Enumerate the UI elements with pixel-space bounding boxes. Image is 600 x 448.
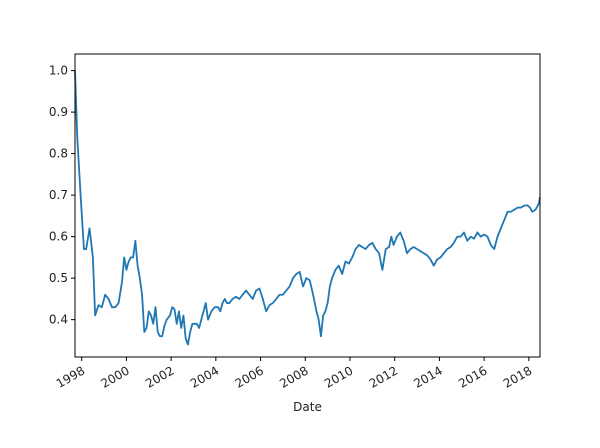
x-tick-label: 2018 xyxy=(501,363,534,390)
y-tick-label: 0.9 xyxy=(49,105,68,119)
series-line xyxy=(74,70,541,346)
x-tick-label: 2014 xyxy=(411,363,444,390)
x-tick-label: 1998 xyxy=(54,363,87,390)
x-tick-label: 2006 xyxy=(233,363,266,390)
x-tick-label: 2004 xyxy=(188,363,221,390)
x-axis: 1998 2000 2002 2004 2006 2008 2010 2012 2014 2016… xyxy=(54,357,534,391)
y-tick-label: 0.5 xyxy=(49,271,68,285)
x-axis-title: Date xyxy=(293,400,322,414)
y-tick-label: 0.8 xyxy=(49,147,68,161)
x-tick-label: 2012 xyxy=(367,363,400,390)
y-axis: 0.4 0.5 0.6 0.7 0.8 0.9 1.0 xyxy=(49,64,75,327)
y-tick-label: 1.0 xyxy=(49,64,68,78)
x-tick-label: 2008 xyxy=(277,363,310,390)
x-tick-label: 2002 xyxy=(143,363,176,390)
x-tick-label: 2000 xyxy=(98,363,131,390)
x-tick-label: 2010 xyxy=(322,363,355,390)
plot-frame xyxy=(74,53,541,358)
y-tick-label: 0.7 xyxy=(49,188,68,202)
y-tick-label: 0.6 xyxy=(49,230,68,244)
x-tick-label: 2016 xyxy=(456,363,489,390)
y-tick-label: 0.4 xyxy=(49,313,68,327)
